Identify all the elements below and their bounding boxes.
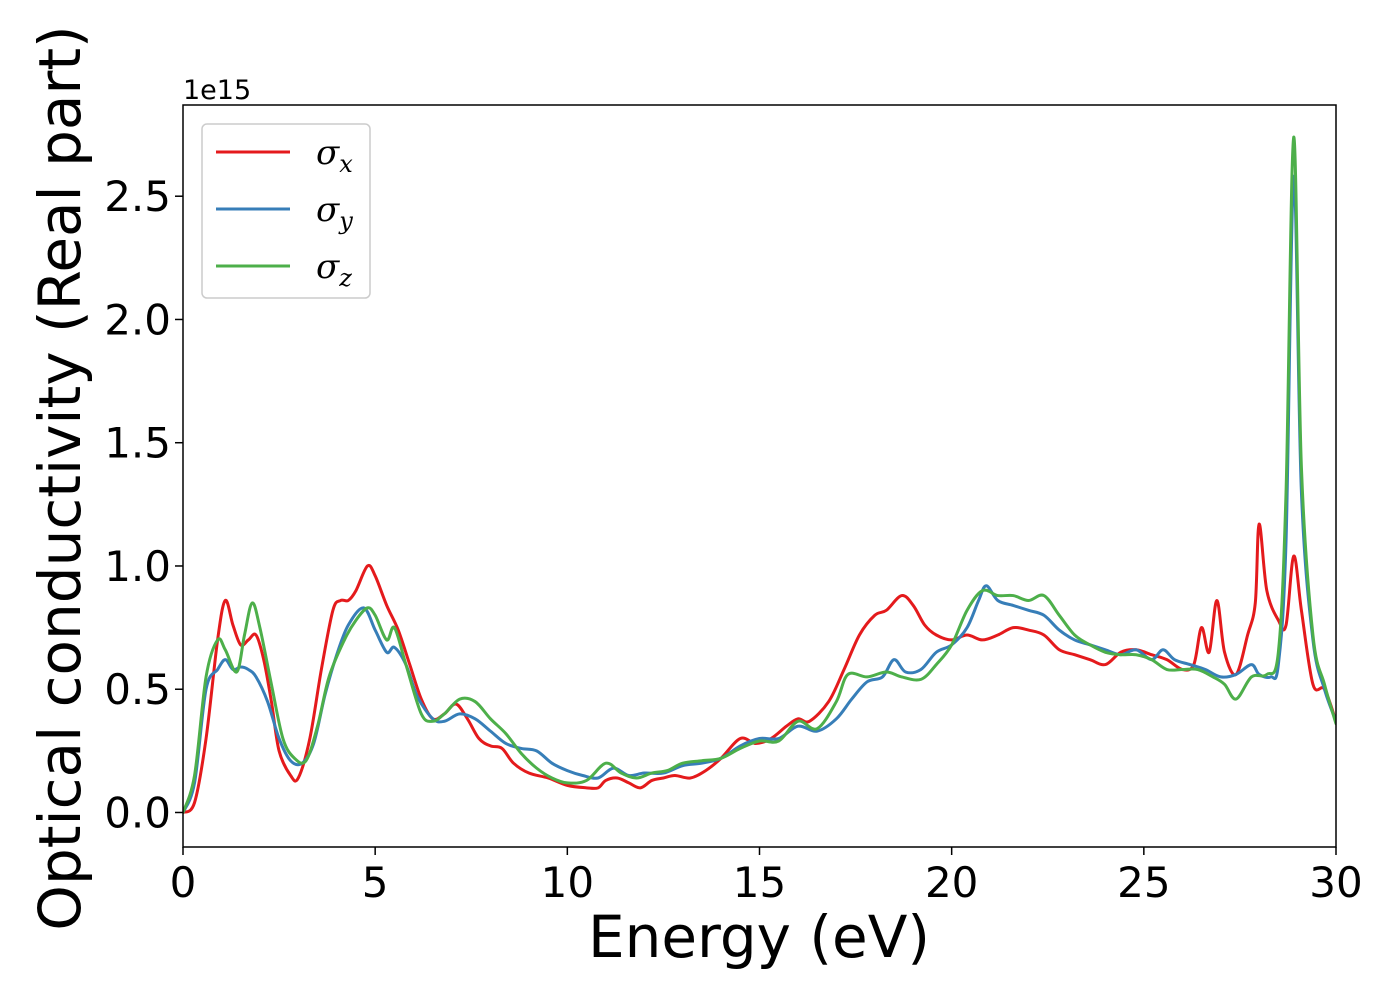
y-tick-label: 1.0 — [104, 542, 171, 591]
series-line-z — [183, 135, 1336, 814]
x-tick-label: 25 — [1117, 858, 1170, 907]
y-axis-label: Optical conductivity (Real part) — [26, 25, 94, 930]
x-tick-label: 15 — [733, 858, 786, 907]
x-tick-label: 30 — [1309, 858, 1362, 907]
y-tick-label: 2.0 — [104, 295, 171, 344]
x-axis-ticks: 0 5 10 15 20 25 30 — [170, 847, 1363, 907]
y-tick-label: 2.5 — [104, 172, 171, 221]
x-axis-label: Energy (eV) — [588, 903, 930, 971]
y-axis-offset-text: 1e15 — [183, 75, 251, 106]
y-tick-label: 1.5 — [104, 419, 171, 468]
y-axis-ticks: 0.0 0.5 1.0 1.5 2.0 2.5 — [104, 172, 183, 837]
x-tick-label: 5 — [362, 858, 389, 907]
x-tick-label: 20 — [925, 858, 978, 907]
legend-box — [201, 123, 371, 299]
series-layer — [183, 135, 1336, 814]
y-tick-label: 0.5 — [104, 665, 171, 714]
x-tick-label: 0 — [170, 858, 197, 907]
y-tick-label: 0.0 — [104, 788, 171, 837]
x-tick-label: 10 — [541, 858, 594, 907]
